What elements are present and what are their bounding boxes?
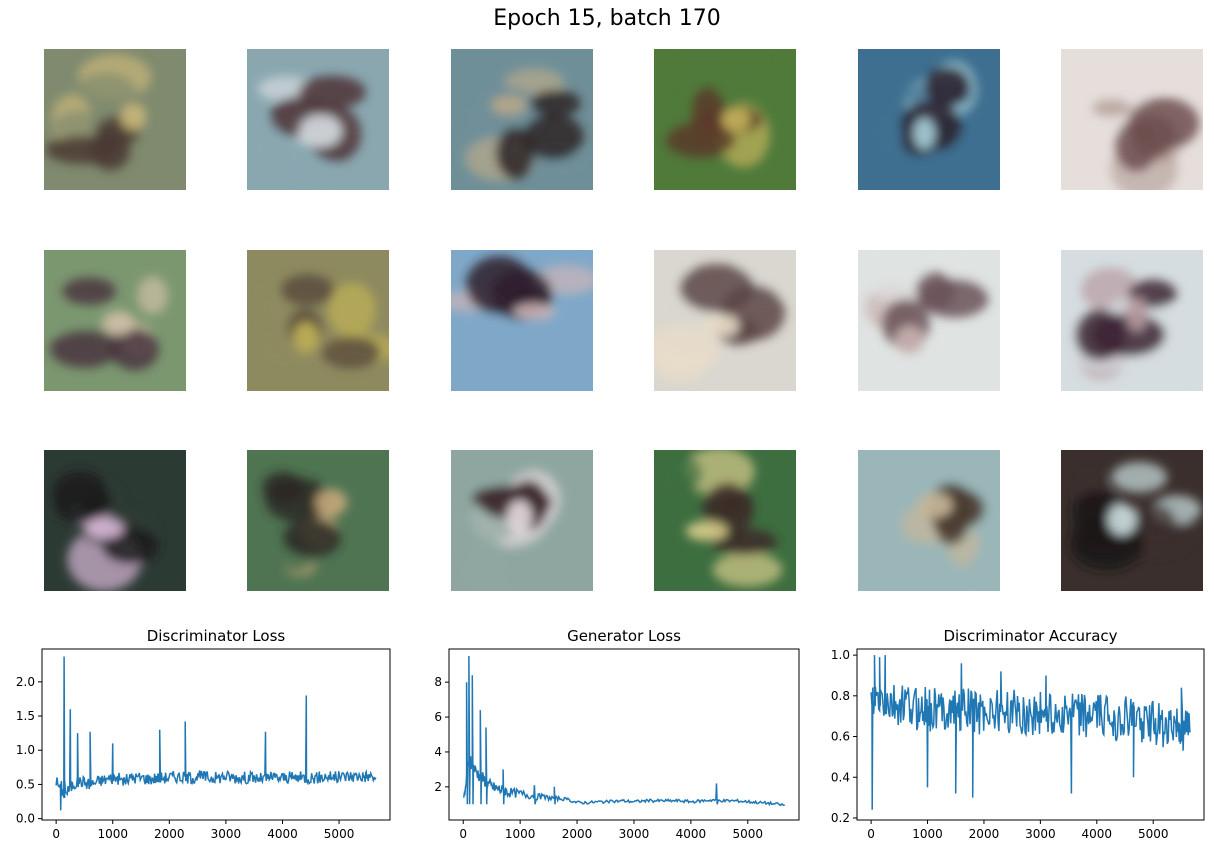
figure-title: Epoch 15, batch 170: [493, 6, 721, 31]
y-tick-label: 1.5: [16, 709, 35, 723]
y-tick-label: 4: [434, 745, 442, 759]
sample-image: [44, 450, 186, 591]
chart-title: Generator Loss: [567, 627, 681, 645]
y-tick-label: 0.4: [831, 770, 850, 784]
sample-image: [451, 450, 593, 591]
x-tick-label: 0: [867, 827, 875, 841]
sample-image: [654, 450, 796, 591]
x-tick-label: 5000: [1138, 827, 1169, 841]
sample-image: [654, 49, 796, 190]
x-tick-label: 0: [459, 827, 467, 841]
x-tick-label: 3000: [1025, 827, 1056, 841]
sample-image: [451, 250, 593, 391]
x-tick-label: 3000: [619, 827, 650, 841]
x-tick-label: 2000: [154, 827, 185, 841]
x-tick-label: 1000: [505, 827, 536, 841]
discriminator-accuracy-chart: Discriminator Accuracy 0 1000 2000 3000 4000 5…: [831, 627, 1205, 841]
sample-image: [858, 49, 1000, 190]
x-tick-label: 2000: [969, 827, 1000, 841]
y-tick-label: 0.8: [831, 689, 850, 703]
x-tick-label: 5000: [733, 827, 764, 841]
x-tick-label: 3000: [211, 827, 242, 841]
x-tick-label: 5000: [324, 827, 355, 841]
chart-title: Discriminator Accuracy: [943, 627, 1117, 645]
sample-image: [1061, 49, 1203, 190]
x-tick-label: 4000: [676, 827, 707, 841]
y-tick-label: 1.0: [16, 743, 35, 757]
series-line: [463, 655, 785, 807]
plot-frame: [448, 648, 800, 821]
y-tick-label: 0.6: [831, 730, 850, 744]
sample-image: [247, 450, 389, 591]
discriminator-loss-chart: Discriminator Loss 0 1000 2000 3000 4000 5000 0…: [16, 627, 391, 841]
y-tick-label: 0.0: [16, 812, 35, 826]
y-tick-label: 0.2: [831, 811, 850, 825]
sample-image: [654, 250, 796, 391]
x-tick-label: 4000: [267, 827, 298, 841]
sample-image: [1061, 250, 1203, 391]
x-tick-label: 1000: [912, 827, 943, 841]
series-line: [55, 656, 377, 811]
chart-title: Discriminator Loss: [147, 627, 286, 645]
x-tick-label: 1000: [97, 827, 128, 841]
sample-image: [44, 49, 186, 190]
y-tick-label: 2.0: [16, 675, 35, 689]
y-tick-label: 8: [434, 675, 442, 689]
sample-image: [247, 250, 389, 391]
y-tick-label: 6: [434, 710, 442, 724]
sample-image: [858, 450, 1000, 591]
y-tick-label: 0.5: [16, 777, 35, 791]
y-tick-label: 1.0: [831, 648, 850, 662]
sample-image: [451, 49, 593, 190]
sample-image: [44, 250, 186, 391]
plot-frame: [856, 648, 1205, 821]
y-tick-label: 2: [434, 780, 442, 794]
x-tick-label: 0: [52, 827, 60, 841]
x-tick-label: 2000: [562, 827, 593, 841]
x-tick-label: 4000: [1082, 827, 1113, 841]
series-line: [870, 655, 1191, 810]
plot-frame: [41, 648, 391, 821]
sample-image: [1061, 450, 1203, 591]
sample-image: [247, 49, 389, 190]
sample-image: [858, 250, 1000, 391]
generator-loss-chart: Generator Loss 0 1000 2000 3000 4000 5000 2 4 6 8: [434, 627, 800, 841]
